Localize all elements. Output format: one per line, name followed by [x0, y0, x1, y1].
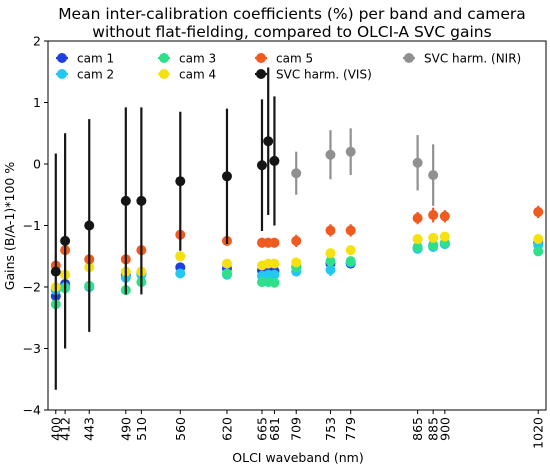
data-point: [291, 168, 302, 179]
data-point: [269, 258, 280, 269]
data-point: [221, 268, 232, 279]
data-point: [50, 266, 61, 277]
legend-marker: [159, 53, 169, 63]
x-tick-label: 1020: [531, 417, 546, 449]
data-point: [256, 160, 267, 171]
legend-label: cam 3: [179, 52, 216, 66]
data-point: [533, 246, 544, 257]
data-point: [428, 210, 439, 221]
x-tick-label: 900: [437, 417, 452, 441]
data-point: [120, 195, 131, 206]
x-tick-label: 490: [118, 417, 133, 441]
data-point: [175, 251, 186, 262]
data-point: [291, 257, 302, 268]
legend-label: cam 1: [77, 52, 114, 66]
data-point: [136, 195, 147, 206]
data-point: [325, 264, 336, 275]
data-point: [221, 171, 232, 182]
x-tick-label: 560: [173, 417, 188, 441]
legend-marker: [256, 53, 266, 63]
plot-frame: [47, 40, 547, 411]
chart-title: Mean inter-calibration coefficients (%) …: [58, 5, 526, 41]
data-point: [263, 136, 274, 147]
data-point: [291, 235, 302, 246]
x-tick-label: 510: [134, 417, 149, 441]
x-tick-label: 665: [254, 417, 269, 441]
y-tick-label: 1: [33, 95, 41, 110]
y-tick-label: −3: [23, 341, 41, 356]
y-tick-label: −1: [23, 218, 41, 233]
chart-title-line-2: without flat-fielding, compared to OLCI-…: [92, 23, 491, 41]
data-point: [325, 225, 336, 236]
x-axis-label: OLCI waveband (nm): [232, 450, 363, 465]
data-point: [428, 170, 439, 181]
x-tick-label: 865: [410, 417, 425, 441]
legend-label: cam 5: [276, 52, 313, 66]
y-tick-label: −4: [23, 403, 41, 418]
data-point: [428, 232, 439, 243]
legend-marker: [159, 69, 169, 79]
data-point: [412, 242, 423, 253]
data-point: [325, 256, 336, 267]
data-point: [175, 268, 186, 279]
data-point: [533, 234, 544, 245]
data-point: [345, 256, 356, 267]
chart-title-line-1: Mean inter-calibration coefficients (%) …: [58, 5, 526, 23]
data-point: [345, 245, 356, 256]
data-point: [412, 213, 423, 224]
data-point: [269, 237, 280, 248]
x-tick-label: 779: [343, 417, 358, 441]
y-tick-label: 0: [33, 157, 41, 172]
x-tick-label: 753: [323, 417, 338, 441]
data-point: [269, 277, 280, 288]
legend-label: SVC harm. (NIR): [424, 52, 521, 66]
data-point: [439, 211, 450, 222]
data-point: [428, 240, 439, 251]
data-point: [60, 235, 71, 246]
data-point: [175, 176, 186, 187]
x-tick-label: 443: [82, 417, 97, 441]
data-point: [412, 234, 423, 245]
data-point: [221, 258, 232, 269]
data-point: [325, 248, 336, 259]
legend: cam 1 cam 2 cam 3 cam 4 cam 5 SVC harm. (VIS)…: [56, 52, 521, 82]
x-tick-label: 681: [267, 417, 282, 441]
data-point: [84, 220, 95, 231]
legend-marker: [404, 53, 414, 63]
legend-marker: [57, 69, 67, 79]
data-point: [533, 206, 544, 217]
legend-marker: [57, 53, 67, 63]
data-point: [269, 155, 280, 166]
legend-marker: [256, 69, 266, 79]
data-point: [412, 157, 423, 168]
y-axis-label: Gains (B/A-1)*100 %: [2, 162, 17, 291]
x-tick-label: 412: [58, 417, 73, 441]
legend-label: cam 2: [77, 68, 114, 82]
legend-label: cam 4: [179, 68, 216, 82]
data-point: [325, 149, 336, 160]
data-point: [345, 225, 356, 236]
data-point: [345, 146, 356, 157]
x-tick-label: 885: [426, 417, 441, 441]
y-tick-label: 2: [33, 34, 41, 49]
x-tick-label: 709: [289, 417, 304, 441]
x-tick-label: 620: [219, 417, 234, 441]
x-tick-label: 400: [48, 417, 63, 441]
y-tick-label: −2: [23, 280, 41, 295]
legend-label: SVC harm. (VIS): [276, 68, 372, 82]
data-point: [269, 269, 280, 280]
data-point: [439, 231, 450, 242]
